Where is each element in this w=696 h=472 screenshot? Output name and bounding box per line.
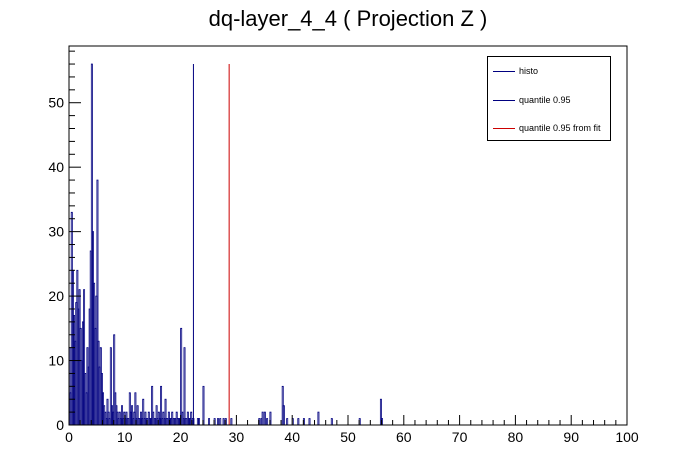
x-tick-label-20: 20 <box>173 429 189 445</box>
histo-bin-134 <box>308 418 311 426</box>
histo-bin-132 <box>297 418 300 426</box>
histo-bin-114 <box>202 385 205 426</box>
histo-bin-135 <box>317 411 320 426</box>
x-tick-label-60: 60 <box>396 429 412 445</box>
histo-bin-103 <box>183 347 186 426</box>
x-tick-label-10: 10 <box>117 429 133 445</box>
y-tick-label-30: 30 <box>48 224 64 240</box>
x-tick-label-70: 70 <box>452 429 468 445</box>
y-tick-label-20: 20 <box>48 288 64 304</box>
histo-bin-113 <box>198 418 200 426</box>
legend-label-quantile-fit: quantile 0.95 from fit <box>519 123 601 133</box>
y-tick-label-40: 40 <box>48 159 64 175</box>
histo-bin-124 <box>261 411 264 426</box>
legend-label-histo: histo <box>519 66 539 76</box>
histo-bin-115 <box>208 418 211 426</box>
quantile-markers <box>192 64 230 425</box>
legend-swatch-quantile <box>493 100 515 101</box>
legend-label-quantile: quantile 0.95 <box>519 95 571 105</box>
x-tick-label-30: 30 <box>229 429 245 445</box>
histo-bin-126 <box>266 418 269 426</box>
histo-bin-130 <box>286 418 289 426</box>
histo-bin-125 <box>263 411 266 426</box>
x-tick-label-50: 50 <box>340 429 356 445</box>
x-tick-label-90: 90 <box>563 429 579 445</box>
x-tick-label-0: 0 <box>65 429 73 445</box>
legend: histo quantile 0.95 quantile 0.95 from f… <box>487 56 611 141</box>
histo-bin-136 <box>330 418 333 426</box>
histo-bin-117 <box>217 418 219 426</box>
legend-item-quantile-fit: quantile 0.95 from fit <box>488 121 610 135</box>
histo-bin-121 <box>230 418 233 426</box>
x-tick-label-100: 100 <box>615 429 639 445</box>
histo-bin-118 <box>219 418 222 426</box>
legend-swatch-histo <box>493 71 515 72</box>
y-tick-label-50: 50 <box>48 95 64 111</box>
x-tick-label-40: 40 <box>284 429 300 445</box>
histo-bin-100 <box>180 327 183 426</box>
legend-swatch-quantile-fit <box>493 128 515 129</box>
legend-item-histo: histo <box>488 64 610 78</box>
y-tick-label-0: 0 <box>56 417 64 433</box>
histo-bin-129 <box>282 405 285 426</box>
axes: 0 10 20 30 40 50 60 70 80 90 100 0 10 20 30 40 50 <box>48 45 639 445</box>
x-tick-label-80: 80 <box>508 429 524 445</box>
histo-bin-119 <box>222 418 225 426</box>
chart-title: dq-layer_4_4 ( Projection Z ) <box>208 6 488 31</box>
histogram-bars <box>68 63 384 426</box>
legend-item-quantile: quantile 0.95 <box>488 93 610 107</box>
y-tick-label-10: 10 <box>48 353 64 369</box>
